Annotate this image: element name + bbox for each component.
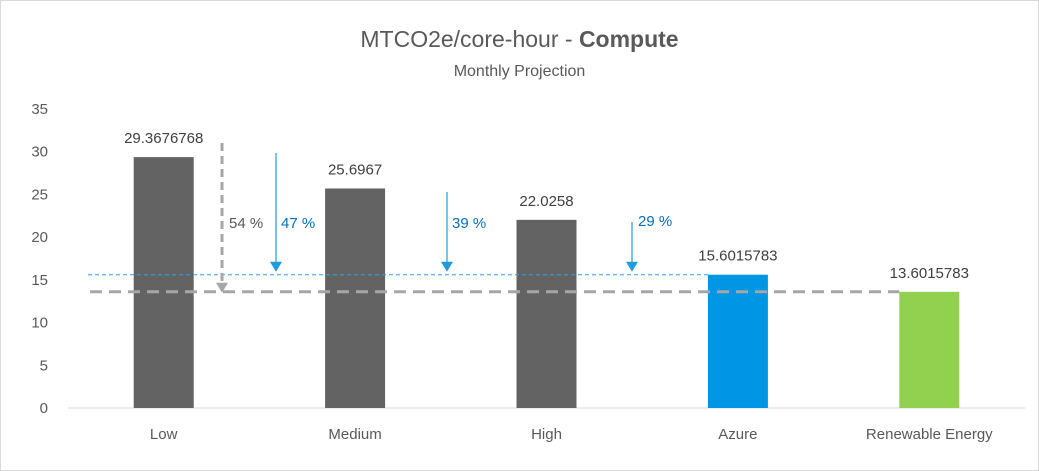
x-category-label: Renewable Energy: [866, 426, 993, 443]
annotation-54-percent: 54 %: [229, 215, 263, 232]
annotation-39-percent: 39 %: [452, 215, 486, 232]
annotation-47-percent: 47 %: [281, 215, 315, 232]
chart-title-bold: Compute: [578, 26, 679, 52]
bar-azure: [707, 274, 768, 408]
reduction-arrow-29-head: [626, 261, 638, 272]
data-label: 22.0258: [519, 193, 573, 210]
bar-renewable-energy: [899, 291, 960, 408]
data-label: 13.6015783: [890, 265, 969, 282]
data-label: 29.3676768: [124, 130, 203, 147]
annotation-29-percent: 29 %: [638, 213, 672, 230]
y-tick-label: 25: [31, 186, 48, 203]
x-category-label: Medium: [328, 426, 381, 443]
x-category-label: Azure: [718, 426, 757, 443]
y-tick-label: 35: [31, 101, 48, 118]
x-category-label: Low: [150, 426, 178, 443]
reduction-arrow-47-head: [270, 261, 282, 272]
data-label: 25.6967: [328, 161, 382, 178]
data-label: 15.6015783: [698, 248, 777, 265]
bar-medium: [325, 188, 386, 408]
y-tick-label: 20: [31, 229, 48, 246]
chart-title: MTCO2e/core-hour - Compute: [0, 26, 1039, 53]
bar-low: [133, 157, 194, 408]
chart-title-main: MTCO2e/core-hour -: [360, 26, 579, 52]
y-tick-label: 30: [31, 144, 48, 161]
y-tick-label: 5: [40, 357, 48, 374]
reduction-arrow-54-head: [216, 282, 228, 293]
y-tick-label: 15: [31, 272, 48, 289]
y-tick-label: 10: [31, 315, 48, 332]
x-category-label: High: [531, 426, 562, 443]
chart-subtitle: Monthly Projection: [453, 63, 586, 80]
bar-high: [516, 219, 577, 408]
reduction-arrow-39-head: [441, 261, 453, 272]
y-tick-label: 0: [40, 400, 48, 417]
